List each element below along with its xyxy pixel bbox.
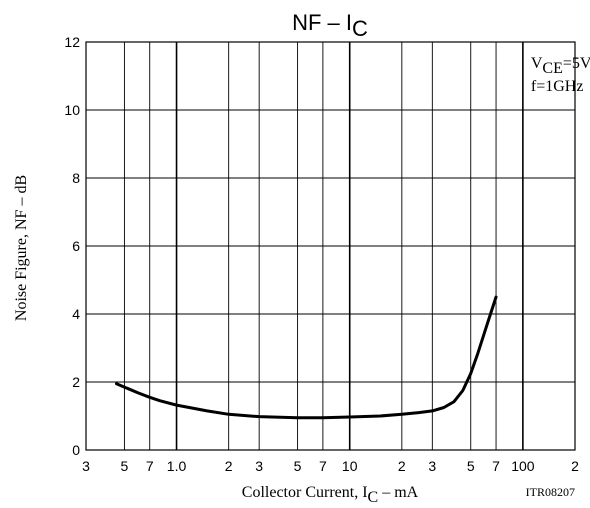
x-tick-label: 3 [255,458,263,474]
x-tick-label: 2 [571,458,579,474]
y-tick-label: 6 [72,238,80,254]
x-tick-label: 5 [467,458,475,474]
x-tick-label: 3 [82,458,90,474]
x-tick-labels: 3 5 7 1.0 2 3 5 7 10 2 3 5 7 100 2 [82,458,579,474]
condition-frequency: f=1GHz [531,78,584,95]
condition-vce: VCE=5V [531,55,590,77]
y-axis-label: Noise Figure, NF – dB [13,175,30,321]
x-tick-label: 10 [342,458,358,474]
y-tick-label: 2 [72,374,80,390]
conditions-box: VCE=5V f=1GHz [524,45,590,99]
x-tick-label: 1.0 [167,458,187,474]
y-tick-label: 4 [72,306,80,322]
x-tick-label: 2 [225,458,233,474]
x-tick-label: 5 [121,458,129,474]
conditions-background [524,45,573,99]
plot-frame [85,41,576,451]
y-tick-label: 8 [72,170,80,186]
y-tick-label: 10 [64,102,80,118]
chart-title: NF – IC [292,10,368,41]
x-tick-label: 5 [294,458,302,474]
x-axis-label: Collector Current, IC – mA [242,484,419,506]
x-tick-label: 7 [319,458,327,474]
x-tick-label: 7 [492,458,500,474]
figure-code: ITR08207 [526,485,575,499]
y-tick-label: 12 [64,34,80,50]
x-tick-label: 3 [428,458,436,474]
x-tick-label: 7 [146,458,154,474]
y-tick-labels: 0 2 4 6 8 10 12 [64,34,80,458]
horizontal-gridlines [86,109,575,383]
x-tick-label: 100 [511,458,535,474]
series-line-nf [114,295,498,420]
x-tick-label: 2 [398,458,406,474]
y-tick-label: 0 [72,442,80,458]
